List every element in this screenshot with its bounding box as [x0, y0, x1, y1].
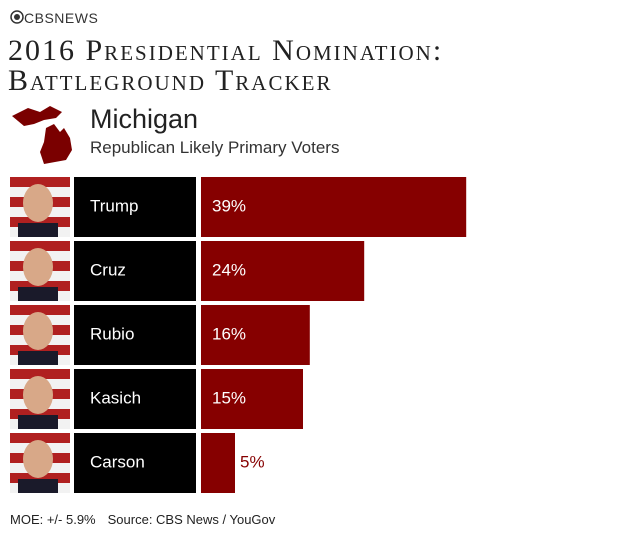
candidate-name: Cruz — [90, 260, 126, 279]
photo-suit — [18, 479, 58, 493]
photo-stripe — [10, 305, 70, 315]
photo-stripe — [10, 281, 70, 291]
state: Michigan — [90, 104, 199, 134]
photo-stripe — [10, 345, 70, 355]
photo-stripe — [10, 217, 70, 227]
photo-stripe — [10, 177, 70, 187]
bar — [201, 241, 365, 301]
bar — [201, 177, 467, 237]
footer-note: Source: CBS News / YouGov — [107, 512, 276, 527]
value-label: 24% — [212, 260, 246, 279]
photo-suit — [18, 223, 58, 237]
candidate-name: Kasich — [90, 388, 141, 407]
michigan-map — [12, 106, 72, 164]
candidate-name: Rubio — [90, 324, 134, 343]
photo-face — [23, 312, 53, 350]
bar — [201, 305, 310, 365]
photo-face — [23, 440, 53, 478]
photo-stripe — [10, 409, 70, 419]
photo-stripe — [10, 241, 70, 251]
name-box — [74, 241, 196, 301]
candidate-name: Carson — [90, 452, 145, 471]
chart-title: 2016 Presidential Nomination: Battlegrou… — [8, 34, 444, 97]
value-label: 5% — [240, 452, 265, 471]
photo-suit — [18, 287, 58, 301]
name-box — [74, 305, 196, 365]
photo-suit — [18, 351, 58, 365]
photo-face — [23, 184, 53, 222]
photo-stripe — [10, 473, 70, 483]
bar — [201, 433, 235, 493]
brand: CBSNEWS — [24, 10, 99, 26]
name-box — [74, 177, 196, 237]
photo-face — [23, 376, 53, 414]
candidate-name: Trump — [90, 196, 139, 215]
photo-face — [23, 248, 53, 286]
name-box — [74, 369, 196, 429]
value-label: 39% — [212, 196, 246, 215]
footer: MOE: +/- 5.9% Source: CBS News / YouGov — [10, 512, 287, 527]
footer-note: MOE: +/- 5.9% — [10, 512, 96, 527]
photo-suit — [18, 415, 58, 429]
name-box — [74, 433, 196, 493]
photo-stripe — [10, 433, 70, 443]
value-label: 15% — [212, 388, 246, 407]
value-label: 16% — [212, 324, 246, 343]
bar — [201, 369, 303, 429]
logo-eye — [10, 10, 24, 24]
chart: Trump 39% Cruz 24% Rubio 16% Kasich 15% Carson 5% — [10, 177, 467, 493]
photo-stripe — [10, 369, 70, 379]
subtitle: Republican Likely Primary Voters — [90, 138, 340, 157]
